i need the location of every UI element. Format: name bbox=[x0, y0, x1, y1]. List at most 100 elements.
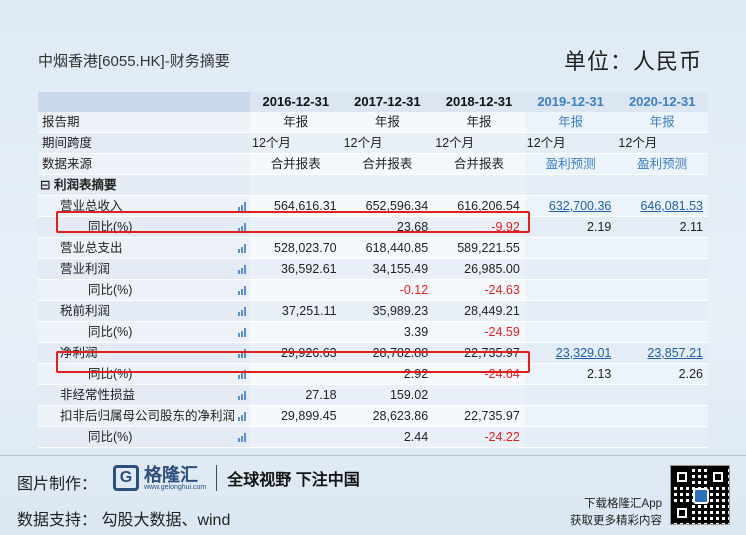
brand-logo[interactable]: G 格隆汇 www.gelonghui.com 全球视野 下注中国 bbox=[113, 463, 360, 493]
chart-button[interactable] bbox=[234, 342, 250, 364]
meta-cell: 合并报表 bbox=[433, 153, 525, 175]
header-blank bbox=[38, 92, 250, 112]
value-cell bbox=[616, 384, 708, 406]
meta-cell: 年报 bbox=[341, 112, 434, 133]
value-cell: 652,596.34 bbox=[341, 195, 434, 217]
value-cell: 2.92 bbox=[341, 363, 434, 385]
value-cell: 159.02 bbox=[341, 384, 434, 406]
value-cell: 618,440.85 bbox=[341, 237, 434, 259]
meta-cell: 合并报表 bbox=[341, 153, 434, 175]
value-cell: -9.92 bbox=[433, 216, 525, 238]
cell-value: -0.12 bbox=[399, 283, 429, 297]
value-cell: 36,592.61 bbox=[250, 258, 342, 280]
cell-value: -9.92 bbox=[491, 220, 520, 234]
value-cell: 616,206.54 bbox=[433, 195, 525, 217]
meta-cell: 12个月 bbox=[433, 132, 525, 154]
value-cell[interactable]: 632,700.36 bbox=[524, 195, 617, 217]
value-cell: 528,023.70 bbox=[250, 237, 342, 259]
cell-value: 22,735.97 bbox=[464, 346, 520, 360]
value-cell: 37,251.11 bbox=[250, 300, 342, 322]
meta-value: 合并报表 bbox=[270, 157, 321, 171]
value-cell[interactable]: 23,857.21 bbox=[616, 342, 708, 364]
value-cell bbox=[616, 426, 708, 448]
value-cell bbox=[250, 363, 342, 385]
meta-value: 12个月 bbox=[343, 136, 383, 150]
cell-value: 26,985.00 bbox=[464, 262, 520, 276]
empty-cell bbox=[524, 174, 617, 196]
cell-value: 589,221.55 bbox=[457, 241, 520, 255]
value-cell: 28,449.21 bbox=[433, 300, 525, 322]
row-label: 营业总收入 bbox=[38, 195, 234, 217]
download-promo: 下载格隆汇App 获取更多精彩内容 bbox=[570, 496, 662, 530]
qr-code-icon[interactable] bbox=[670, 465, 730, 525]
cell-value: 2.26 bbox=[678, 367, 703, 381]
meta-cell: 12个月 bbox=[616, 132, 708, 154]
chart-button[interactable] bbox=[234, 279, 250, 301]
row-label: 营业总支出 bbox=[38, 237, 234, 259]
logo-separator bbox=[216, 465, 218, 491]
chart-button[interactable] bbox=[234, 258, 250, 280]
cell-value: 28,623.86 bbox=[372, 409, 429, 423]
financial-summary-table: 2016-12-31 2017-12-31 2018-12-31 2019-12… bbox=[38, 92, 708, 448]
bar-chart-icon bbox=[237, 223, 247, 233]
value-cell: 28,623.86 bbox=[341, 405, 434, 427]
row-label: 报告期 bbox=[38, 112, 250, 133]
table-row: 营业总支出 528,023.70 618,440.85 589,221.55 bbox=[38, 237, 708, 259]
value-cell bbox=[433, 384, 525, 406]
chart-button[interactable] bbox=[234, 405, 250, 427]
bar-chart-icon bbox=[237, 370, 247, 380]
cell-value: 2.13 bbox=[587, 367, 612, 381]
value-cell bbox=[524, 321, 617, 343]
chart-button[interactable] bbox=[234, 321, 250, 343]
cell-value: 37,251.11 bbox=[281, 304, 337, 318]
column-header[interactable]: 2019-12-31 bbox=[524, 92, 617, 112]
header-row: 2016-12-31 2017-12-31 2018-12-31 2019-12… bbox=[38, 92, 708, 112]
cell-value: 29,926.63 bbox=[280, 346, 337, 360]
chart-button[interactable] bbox=[234, 237, 250, 259]
chart-button[interactable] bbox=[234, 300, 250, 322]
value-cell: -24.63 bbox=[433, 279, 525, 301]
chart-button[interactable] bbox=[234, 384, 250, 406]
chart-button[interactable] bbox=[234, 195, 250, 217]
slogan: 全球视野 下注中国 bbox=[227, 472, 360, 489]
meta-value: 12个月 bbox=[252, 136, 291, 150]
row-label: 同比(%) bbox=[38, 426, 234, 448]
column-header[interactable]: 2016-12-31 bbox=[250, 92, 342, 112]
empty-cell bbox=[433, 174, 525, 196]
cell-value: 23.68 bbox=[396, 220, 429, 234]
column-header[interactable]: 2018-12-31 bbox=[433, 92, 525, 112]
value-cell[interactable]: 23,329.01 bbox=[524, 342, 617, 364]
cell-value: 3.39 bbox=[403, 325, 429, 339]
meta-value: 12个月 bbox=[618, 136, 658, 150]
bar-chart-icon bbox=[237, 433, 247, 443]
cell-value: 528,023.70 bbox=[274, 241, 337, 255]
table-row: 同比(%) -0.12 -24.63 bbox=[38, 279, 708, 301]
section-row[interactable]: ⊟ 利润表摘要 bbox=[38, 174, 708, 196]
empty-cell bbox=[341, 174, 434, 196]
value-cell: 2.26 bbox=[616, 363, 708, 385]
value-cell[interactable]: 646,081.53 bbox=[616, 195, 708, 217]
value-cell: 27.18 bbox=[250, 384, 342, 406]
download-line-1: 下载格隆汇App bbox=[584, 498, 662, 510]
cell-value: 36,592.61 bbox=[280, 262, 337, 276]
section-label[interactable]: ⊟ 利润表摘要 bbox=[38, 174, 250, 196]
column-header[interactable]: 2017-12-31 bbox=[341, 92, 434, 112]
column-header[interactable]: 2020-12-31 bbox=[616, 92, 708, 112]
cell-value: -24.64 bbox=[484, 367, 520, 381]
bar-chart-icon bbox=[237, 244, 247, 254]
value-cell bbox=[524, 237, 617, 259]
value-cell: 35,989.23 bbox=[341, 300, 434, 322]
value-cell: 2.11 bbox=[616, 216, 708, 238]
chart-button[interactable] bbox=[234, 216, 250, 238]
value-cell: 564,616.31 bbox=[250, 195, 342, 217]
cell-value: -24.22 bbox=[484, 430, 520, 444]
meta-value: 盈利预测 bbox=[637, 157, 688, 171]
value-cell bbox=[250, 321, 342, 343]
row-label: 期间跨度 bbox=[38, 132, 250, 154]
table-row: 净利润 29,926.63 28,782.88 22,735.97 23,329.01 2… bbox=[38, 342, 708, 364]
cell-value: 34,155.49 bbox=[372, 262, 429, 276]
chart-button[interactable] bbox=[234, 363, 250, 385]
value-cell: 22,735.97 bbox=[433, 405, 525, 427]
bar-chart-icon bbox=[237, 307, 247, 317]
chart-button[interactable] bbox=[234, 426, 250, 448]
